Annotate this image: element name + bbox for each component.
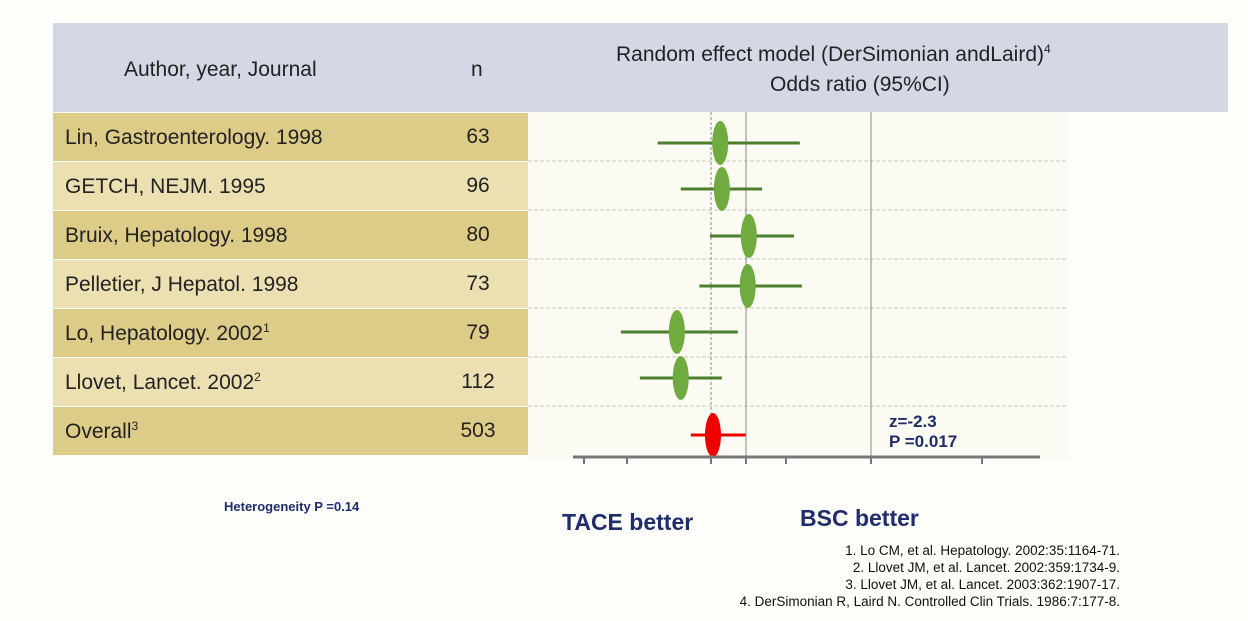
author-sup: 1 [263,320,270,335]
table-row: Llovet, Lancet. 20022 112 [53,358,528,406]
author-text: Bruix, Hepatology. 1998 [65,223,288,247]
table-row: GETCH, NEJM. 1995 96 [53,162,528,210]
n-cell: 63 [466,125,490,148]
n-cell: 96 [466,174,490,197]
footnote: 1. Lo CM, et al. Hepatology. 2002:35:116… [845,543,1120,558]
col-n-header: n [471,58,483,81]
study-estimate [668,310,685,354]
measure-title: Odds ratio (95%CI) [770,73,950,96]
author-text: Lo, Hepatology. 2002 [65,321,264,345]
footnote: 4. DerSimonian R, Laird N. Controlled Cl… [739,594,1120,609]
author-text: Overall [65,419,132,443]
n-cell: 73 [466,272,490,295]
author-cell: Bruix, Hepatology. 1998 [53,223,438,248]
study-estimate [740,214,757,258]
bsc-better-label: BSC better [800,505,919,531]
study-estimate [712,121,729,165]
study-estimate [739,264,756,308]
tace-better-label: TACE better [562,509,694,535]
study-estimate [713,167,730,211]
footnote: 2. Llovet JM, et al. Lancet. 2002:359:17… [852,560,1120,575]
n-cell: 503 [460,419,496,442]
author-sup: 2 [254,369,261,384]
author-cell: Lo, Hepatology. 20021 [53,321,438,346]
table-row: Lo, Hepatology. 20021 79 [53,309,528,357]
model-title: Random effect model (DerSimonian andLair… [616,42,1051,67]
z-stat: z=-2.3 [889,412,937,431]
footnotes: 1. Lo CM, et al. Hepatology. 2002:35:116… [740,542,1120,610]
forest-plot: 0.010.10.51210100 [528,112,1068,464]
table-header [53,23,1228,112]
study-estimate [672,356,689,400]
model-title-text: Random effect model (DerSimonian andLair… [616,43,1044,66]
col-author-header: Author, year, Journal [124,58,317,81]
footnote: 3. Llovet JM, et al. Lancet. 2003:362:19… [845,577,1120,592]
table-row: Overall3 503 [53,407,528,455]
model-sup: 4 [1044,42,1051,56]
author-text: Llovet, Lancet. 2002 [65,370,255,394]
author-cell: GETCH, NEJM. 1995 [53,174,438,199]
author-cell: Overall3 [53,419,438,444]
overall-estimate [704,413,721,457]
n-cell: 79 [466,321,490,344]
n-cell: 112 [461,370,495,393]
author-text: Pelletier, J Hepatol. 1998 [65,272,299,296]
table-row: Pelletier, J Hepatol. 1998 73 [53,260,528,308]
author-text: Lin, Gastroenterology. 1998 [65,125,323,149]
author-sup: 3 [131,418,139,433]
author-text: GETCH, NEJM. 1995 [65,174,266,198]
p-value: P =0.017 [889,432,958,451]
heterogeneity-label: Heterogeneity P =0.14 [224,499,360,514]
author-cell: Llovet, Lancet. 20022 [53,370,438,395]
table-row: Lin, Gastroenterology. 1998 63 [53,113,528,161]
n-cell: 80 [466,223,490,246]
author-cell: Pelletier, J Hepatol. 1998 [53,272,438,297]
table-row: Bruix, Hepatology. 1998 80 [53,211,528,259]
author-cell: Lin, Gastroenterology. 1998 [53,125,438,150]
